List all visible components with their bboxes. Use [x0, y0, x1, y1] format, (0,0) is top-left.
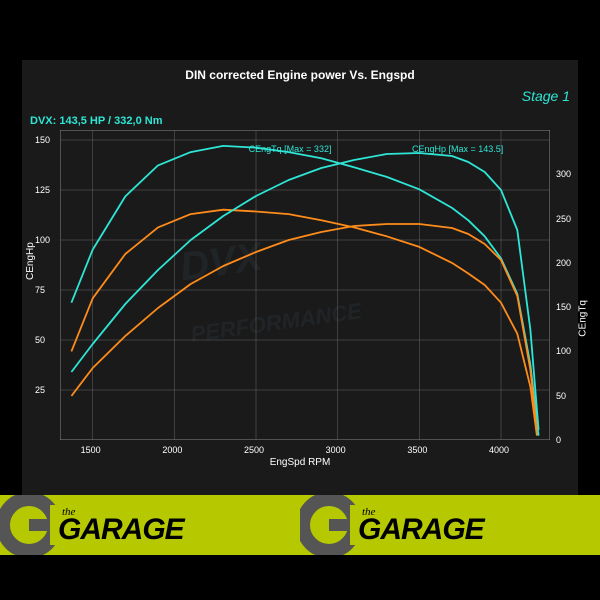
axis-tick: 1500 — [81, 445, 101, 455]
logo-garage-2: GARAGE — [358, 517, 484, 543]
axis-tick: 3000 — [326, 445, 346, 455]
plot-area — [60, 130, 550, 440]
chart-title: DIN corrected Engine power Vs. Engspd — [0, 68, 600, 82]
axis-tick: 75 — [35, 285, 45, 295]
y-right-axis-label: CEngTq — [578, 300, 589, 337]
logo-strip: the GARAGE the GARAGE — [0, 495, 600, 555]
axis-tick: 100 — [35, 235, 50, 245]
axis-tick: 200 — [556, 258, 571, 268]
logo-unit-2: the GARAGE — [300, 495, 600, 555]
axis-tick: 25 — [35, 385, 45, 395]
axis-tick: 2000 — [162, 445, 182, 455]
logo-g-icon-1 — [0, 495, 58, 555]
axis-tick: 300 — [556, 169, 571, 179]
chart-annotation: CEngTq [Max = 332] — [249, 144, 332, 154]
axis-tick: 250 — [556, 214, 571, 224]
y-left-axis-label: CEngHp — [25, 242, 36, 280]
stage-label: Stage 1 — [522, 88, 570, 104]
axis-tick: 4000 — [489, 445, 509, 455]
axis-tick: 0 — [556, 435, 561, 445]
axis-tick: 2500 — [244, 445, 264, 455]
plot-svg — [60, 130, 550, 440]
logo-unit-1: the GARAGE — [0, 495, 300, 555]
logo-garage-1: GARAGE — [58, 517, 184, 543]
axis-tick: 3500 — [407, 445, 427, 455]
chart-annotation: CEngHp [Max = 143.5] — [412, 144, 503, 154]
logo-g-icon-2 — [300, 495, 358, 555]
axis-tick: 125 — [35, 185, 50, 195]
axis-tick: 50 — [35, 335, 45, 345]
axis-tick: 100 — [556, 346, 571, 356]
dyno-chart-container: DVX PERFORMANCE DIN corrected Engine pow… — [0, 0, 600, 600]
x-axis-label: EngSpd RPM — [0, 457, 600, 468]
axis-tick: 50 — [556, 391, 566, 401]
dvx-summary: DVX: 143,5 HP / 332,0 Nm — [30, 115, 162, 127]
axis-tick: 150 — [35, 135, 50, 145]
axis-tick: 150 — [556, 302, 571, 312]
